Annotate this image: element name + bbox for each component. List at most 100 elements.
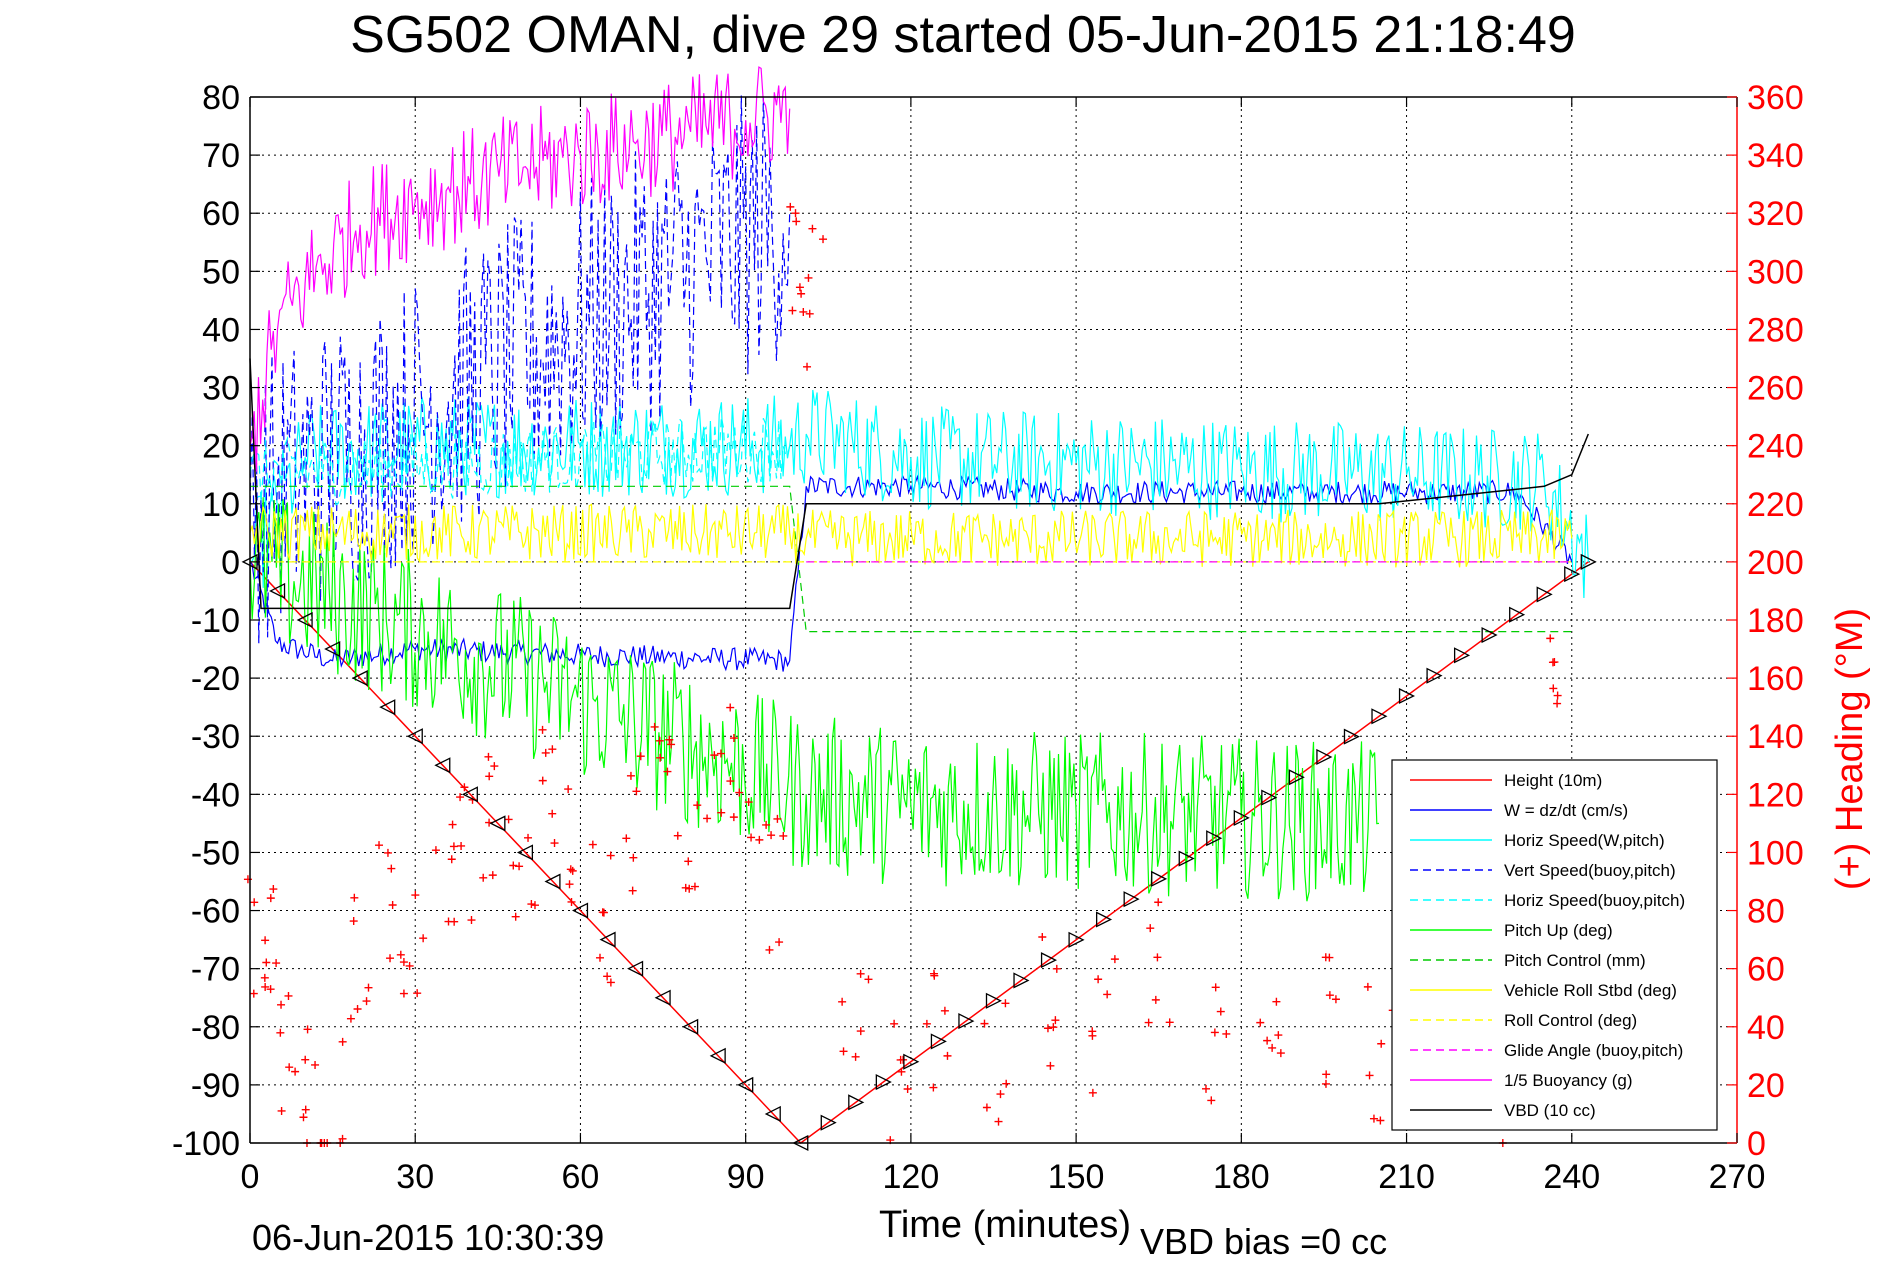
series-group xyxy=(249,66,1589,1144)
x-tick-label: 210 xyxy=(1378,1158,1435,1196)
y-tick-label: -80 xyxy=(191,1009,240,1047)
legend-label: Vehicle Roll Stbd (deg) xyxy=(1504,981,1677,1000)
heading-point xyxy=(775,938,784,947)
heading-point xyxy=(338,1037,347,1046)
heading-point xyxy=(338,1134,347,1143)
heading-point xyxy=(364,983,373,992)
heading-point xyxy=(628,886,637,895)
height-marker xyxy=(709,1047,726,1064)
axes xyxy=(249,96,1738,1144)
y2-tick-label: 360 xyxy=(1747,79,1804,117)
heading-point xyxy=(1165,1018,1174,1027)
series-line-4 xyxy=(249,416,791,506)
x-tick-label: 180 xyxy=(1213,1158,1270,1196)
heading-point xyxy=(717,808,726,817)
heading-point xyxy=(762,820,771,829)
height-marker xyxy=(599,931,616,948)
heading-point xyxy=(346,1014,355,1023)
heading-point xyxy=(606,978,615,987)
height-marker xyxy=(1261,789,1278,806)
heading-point xyxy=(277,1106,286,1115)
heading-point xyxy=(765,945,774,954)
y2-tick-label: 140 xyxy=(1747,718,1804,756)
height-marker xyxy=(406,728,423,745)
legend-label: Horiz Speed(W,pitch) xyxy=(1504,831,1665,850)
heading-point xyxy=(980,1019,989,1028)
heading-point xyxy=(386,954,395,963)
height-marker xyxy=(1096,911,1113,928)
heading-point xyxy=(350,893,359,902)
x-tick-label: 60 xyxy=(562,1158,600,1196)
heading-point xyxy=(803,362,812,371)
heading-point xyxy=(413,989,422,998)
heading-point xyxy=(1210,1028,1219,1037)
y-tick-label: 50 xyxy=(202,253,240,291)
x-tick-label: 30 xyxy=(396,1158,434,1196)
heading-point xyxy=(1331,995,1340,1004)
heading-point xyxy=(856,1027,865,1036)
y-tick-label: 40 xyxy=(202,311,240,349)
y-tick-label: -10 xyxy=(191,602,240,640)
height-marker xyxy=(764,1105,781,1122)
height-marker xyxy=(737,1076,754,1093)
legend-label: Horiz Speed(buoy,pitch) xyxy=(1504,891,1685,910)
y-tick-label: -70 xyxy=(191,951,240,989)
heading-point xyxy=(1377,1039,1386,1048)
series-line-5 xyxy=(249,497,1380,902)
heading-point xyxy=(1321,1079,1330,1088)
heading-point xyxy=(399,989,408,998)
heading-point xyxy=(266,894,275,903)
heading-point xyxy=(260,973,269,982)
heading-point xyxy=(603,972,612,981)
heading-point xyxy=(1365,1071,1374,1080)
heading-point xyxy=(665,735,674,744)
x-axis-label: Time (minutes) xyxy=(879,1204,1131,1246)
legend-label: W = dz/dt (cm/s) xyxy=(1504,801,1628,820)
heading-point xyxy=(1146,924,1155,933)
heading-point xyxy=(1088,1031,1097,1040)
heading-point xyxy=(566,865,575,874)
heading-point xyxy=(1369,1114,1378,1123)
heading-point xyxy=(511,912,520,921)
heading-point xyxy=(1144,1018,1153,1027)
heading-point xyxy=(269,885,278,894)
y-tick-label: 30 xyxy=(202,370,240,408)
heading-point xyxy=(284,991,293,1000)
heading-point xyxy=(301,1055,310,1064)
heading-point xyxy=(1110,955,1119,964)
legend-label: Pitch Control (mm) xyxy=(1504,951,1646,970)
heading-point xyxy=(632,787,641,796)
heading-point xyxy=(467,916,476,925)
height-marker xyxy=(351,670,368,687)
heading-point xyxy=(804,273,813,282)
heading-point xyxy=(897,1067,906,1076)
height-marker xyxy=(1580,553,1597,570)
heading-point xyxy=(922,1019,931,1028)
heading-point xyxy=(396,950,405,959)
heading-point xyxy=(588,840,597,849)
y-tick-label: 60 xyxy=(202,195,240,233)
heading-point xyxy=(655,736,664,745)
heading-point xyxy=(1094,975,1103,984)
series-line-2 xyxy=(249,389,1589,599)
heading-point xyxy=(1553,699,1562,708)
y2-tick-label: 280 xyxy=(1747,311,1804,349)
heading-point xyxy=(595,953,604,962)
height-marker xyxy=(682,1018,699,1035)
height-marker xyxy=(1316,748,1333,765)
heading-point xyxy=(311,1060,320,1069)
heading-point xyxy=(383,848,392,857)
x-tick-label: 120 xyxy=(883,1158,940,1196)
heading-point xyxy=(929,1083,938,1092)
heading-point xyxy=(261,936,270,945)
heading-point xyxy=(448,820,457,829)
heading-point xyxy=(1051,1016,1060,1025)
heading-point xyxy=(249,989,258,998)
height-marker xyxy=(1233,809,1250,826)
height-marker xyxy=(820,1114,837,1131)
height-marker xyxy=(985,992,1002,1009)
heading-point xyxy=(903,1085,912,1093)
height-marker xyxy=(1288,769,1305,786)
heading-point xyxy=(856,969,865,978)
